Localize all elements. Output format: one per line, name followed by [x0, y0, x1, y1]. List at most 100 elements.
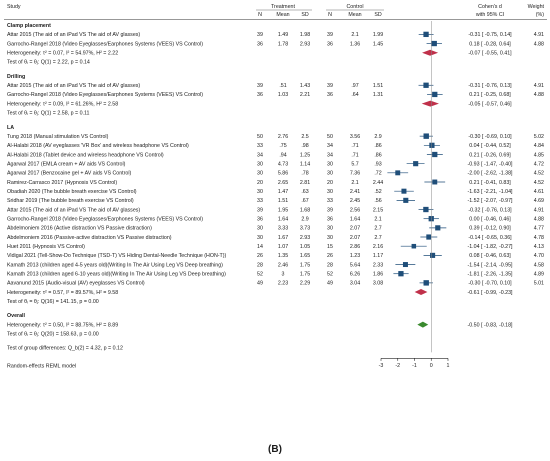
- weight-text: 4.85: [534, 152, 544, 158]
- effect-box: [429, 142, 435, 148]
- x-axis-tick-label: 1: [447, 363, 450, 369]
- header-weight: Weight: [528, 4, 545, 10]
- effect-box: [401, 188, 407, 194]
- control-sd: 2.15: [373, 207, 383, 213]
- control-mean: 7.36: [350, 171, 360, 177]
- control-sd: 1.99: [373, 32, 383, 38]
- treatment-mean: 1.95: [278, 207, 288, 213]
- treatment-n: 14: [257, 244, 263, 250]
- header-study: Study: [7, 4, 21, 10]
- control-n: 50: [327, 134, 333, 140]
- control-sd: .56: [374, 198, 381, 204]
- treatment-n: 50: [257, 134, 263, 140]
- study-label: Ramirez-Carrasco 2017 (Hypnosis VS Contr…: [7, 180, 117, 186]
- treatment-mean: .94: [279, 152, 286, 158]
- control-mean: 5.7: [351, 161, 358, 167]
- treatment-n: 49: [257, 281, 263, 287]
- treatment-mean: .75: [279, 143, 286, 149]
- control-n: 39: [327, 32, 333, 38]
- heterogeneity-text: Heterogeneity: τ² = 0.50, I² = 88.75%, H…: [7, 322, 118, 328]
- control-n: 36: [327, 92, 333, 98]
- effect-ci-text: -1.81 [ -2.26, -1.35]: [467, 272, 513, 278]
- treatment-sd: 1.25: [300, 152, 310, 158]
- pooled-ci-text: -0.07 [ -0.55, 0.41]: [468, 51, 512, 57]
- heterogeneity-text: Heterogeneity: τ² = 0.09, I² = 61.26%, H…: [7, 101, 118, 107]
- control-sd: 1.51: [373, 83, 383, 89]
- study-label: Aavanund 2015 (Audio-visual (AV) eyeglas…: [7, 281, 145, 287]
- treatment-mean: 3: [282, 272, 285, 278]
- header-control: Control: [346, 4, 363, 10]
- treatment-mean: 1.07: [278, 244, 288, 250]
- weight-text: 4.69: [534, 198, 544, 204]
- weight-text: 5.02: [534, 134, 544, 140]
- treatment-n: 36: [257, 92, 263, 98]
- treatment-n: 33: [257, 143, 263, 149]
- control-sd: 2.16: [373, 244, 383, 250]
- weight-text: 4.13: [534, 244, 544, 250]
- treatment-n: 34: [257, 152, 263, 158]
- control-n: 34: [327, 152, 333, 158]
- header-treatment: Treatment: [271, 4, 295, 10]
- weight-text: 4.72: [534, 161, 544, 167]
- effect-ci-text: 0.18 [ -0.28, 0.64]: [469, 41, 511, 47]
- control-sd: 2.1: [374, 216, 381, 222]
- treatment-mean: 1.49: [278, 32, 288, 38]
- header-treatment-mean: Mean: [276, 12, 289, 18]
- treatment-sd: 2.5: [301, 134, 308, 140]
- effect-ci-text: -1.52 [ -2.07, -0.97]: [467, 198, 513, 204]
- control-n: 36: [327, 216, 333, 222]
- control-n: 49: [327, 281, 333, 287]
- control-n: 34: [327, 143, 333, 149]
- control-mean: 3.56: [350, 134, 360, 140]
- control-n: 52: [327, 272, 333, 278]
- effect-box: [413, 161, 419, 167]
- study-label: Obadiah 2020 (The bubble breath exercise…: [7, 189, 137, 195]
- study-label: Al-Halabi 2018 (Tablet device and wirele…: [7, 152, 164, 158]
- weight-text: 4.88: [534, 41, 544, 47]
- treatment-n: 30: [257, 235, 263, 241]
- pooled-ci-text: -0.50 [ -0.83, -0.18]: [467, 322, 513, 328]
- control-n: 30: [327, 171, 333, 177]
- control-mean: 1.64: [350, 216, 360, 222]
- header-control-mean: Mean: [348, 12, 361, 18]
- effect-ci-text: -2.00 [ -2.62, -1.38]: [467, 171, 513, 177]
- treatment-sd: 3.73: [300, 226, 310, 232]
- treatment-mean: 2.65: [278, 180, 288, 186]
- control-sd: 1.86: [373, 272, 383, 278]
- control-mean: .71: [351, 143, 358, 149]
- effect-box: [423, 82, 429, 88]
- control-sd: 1.17: [373, 253, 383, 259]
- study-label: Abdelmoniem 2016 (Active distraction VS …: [7, 226, 152, 232]
- effect-ci-text: -0.32 [ -0.76, 0.13]: [468, 207, 512, 213]
- weight-text: 4.88: [534, 216, 544, 222]
- treatment-mean: 3.33: [278, 226, 288, 232]
- treatment-sd: 1.75: [300, 262, 310, 268]
- subgroup-test: Test of θᵢ = θⱼ: Q(1) = 2.58, p = 0.11: [7, 111, 90, 117]
- effect-box: [398, 271, 404, 277]
- weight-text: 4.91: [534, 32, 544, 38]
- effect-ci-text: 0.39 [ -0.12, 0.90]: [469, 226, 511, 232]
- x-axis-tick-label: 0: [430, 363, 433, 369]
- treatment-mean: .51: [279, 83, 286, 89]
- study-label: Garrocho-Rangel 2018 (Video Eyeglasses/E…: [7, 41, 203, 47]
- treatment-n: 30: [257, 171, 263, 177]
- control-mean: 3.04: [350, 281, 360, 287]
- effect-ci-text: -0.14 [ -0.65, 0.36]: [468, 235, 512, 241]
- subgroup-title: Clamp placement: [7, 23, 51, 29]
- panel-label: (B): [268, 444, 282, 455]
- control-sd: 2.33: [373, 262, 383, 268]
- effect-box: [426, 234, 432, 240]
- treatment-mean: 2.76: [278, 134, 288, 140]
- study-label: Attar 2015 (The aid of an iPad VS The ai…: [7, 83, 140, 89]
- treatment-sd: 1.43: [300, 83, 310, 89]
- header-control-sd: SD: [374, 12, 382, 18]
- weight-text: 4.52: [534, 180, 544, 186]
- heterogeneity-text: Heterogeneity: τ² = 0.07, I² = 54.97%, H…: [7, 51, 118, 57]
- effect-box: [431, 40, 437, 47]
- control-sd: 3.08: [373, 281, 383, 287]
- treatment-n: 30: [257, 226, 263, 232]
- effect-box: [423, 31, 429, 38]
- treatment-sd: 1.68: [300, 207, 310, 213]
- effect-box: [423, 280, 429, 286]
